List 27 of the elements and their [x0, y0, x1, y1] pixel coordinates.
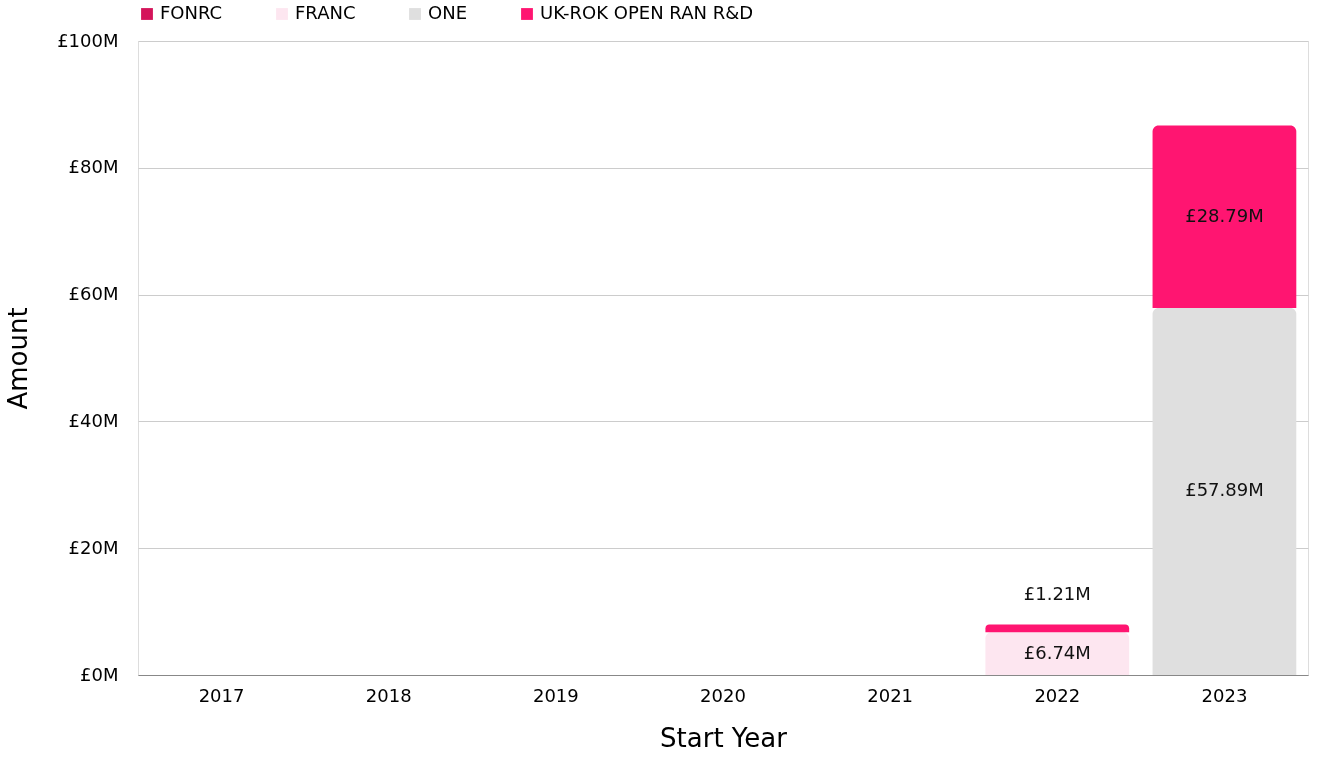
- bar: [985, 632, 1130, 675]
- y-tick-label: £20M: [68, 536, 119, 558]
- y-tick-label: £80M: [68, 156, 119, 178]
- data-label: £57.89M: [1185, 479, 1264, 501]
- data-label: £28.79M: [1185, 204, 1264, 226]
- x-axis-title: Start Year: [660, 722, 788, 753]
- data-label: £1.21M: [1023, 582, 1091, 604]
- y-tick-label: £60M: [68, 283, 119, 305]
- x-tick-label: 2020: [700, 684, 746, 706]
- x-tick-label: 2017: [198, 684, 245, 706]
- x-tick-label: 2022: [1034, 684, 1081, 706]
- bar: [1152, 125, 1297, 308]
- bar: [1152, 307, 1297, 675]
- y-axis-title: Amount: [3, 307, 34, 410]
- x-tick-label: 2021: [867, 684, 914, 706]
- legend-label: FRANC: [295, 2, 356, 23]
- x-tick-label: 2018: [365, 684, 412, 706]
- x-tick-label: 2023: [1201, 684, 1248, 706]
- legend-label: ONE: [428, 2, 468, 23]
- y-tick-label: £0M: [80, 663, 119, 685]
- y-tick-label: £100M: [57, 29, 119, 51]
- legend-label: FONRC: [160, 2, 223, 23]
- y-tick-label: £40M: [68, 409, 119, 431]
- legend-label: UK-ROK OPEN RAN R&D: [540, 2, 754, 23]
- bar: [985, 624, 1130, 633]
- data-label: £6.74M: [1023, 641, 1091, 663]
- x-tick-label: 2019: [532, 684, 579, 706]
